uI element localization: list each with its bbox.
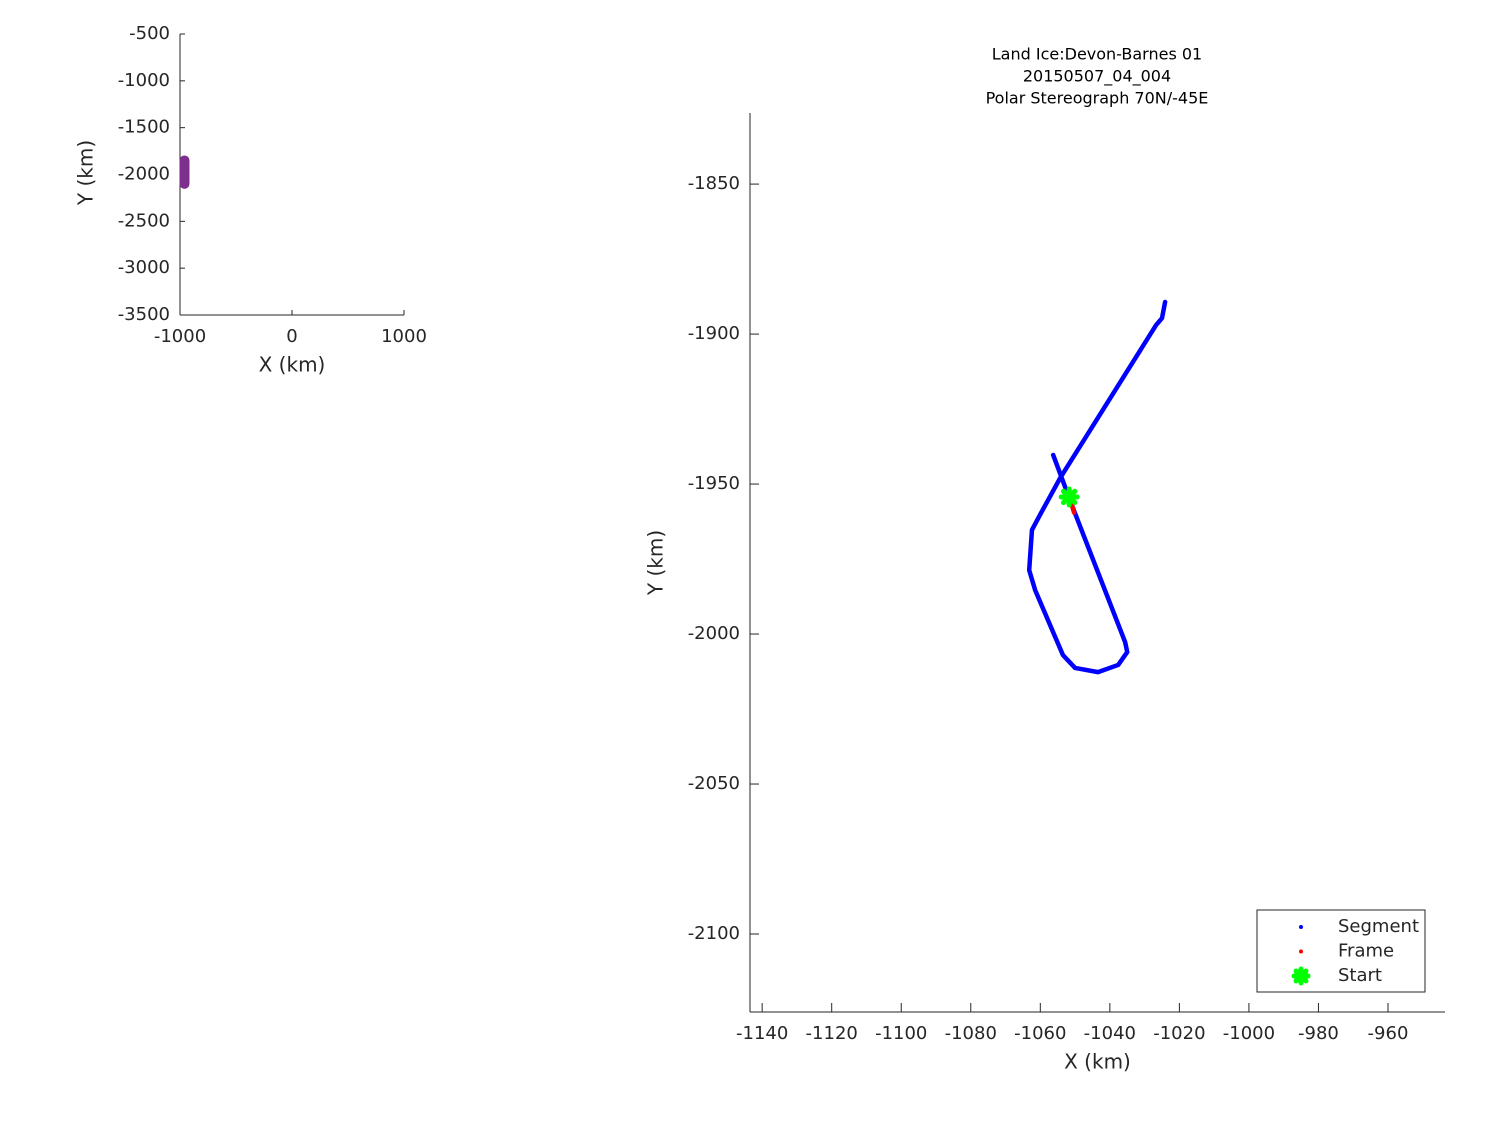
x-tick-label: -1000 xyxy=(1223,1023,1275,1044)
legend-box xyxy=(1256,909,1426,993)
y-tick-label: -2000 xyxy=(118,164,170,185)
x-tick-label: 0 xyxy=(286,326,297,347)
y-axis-label: Y (km) xyxy=(74,140,98,206)
x-tick-label: 1000 xyxy=(381,326,427,347)
x-tick-label: -1080 xyxy=(945,1023,997,1044)
legend-label: Frame xyxy=(1338,941,1394,962)
marker-stroke xyxy=(1293,968,1309,984)
y-tick-label: -2100 xyxy=(688,923,740,944)
y-tick-label: -1950 xyxy=(688,473,740,494)
x-tick-label: -1120 xyxy=(806,1023,858,1044)
x-tick-label: -980 xyxy=(1298,1023,1339,1044)
x-axis-label: X (km) xyxy=(259,353,326,377)
y-tick-label: -3000 xyxy=(118,257,170,278)
x-axis-label: X (km) xyxy=(1064,1050,1131,1074)
chart-title: 20150507_04_004 xyxy=(1023,67,1171,87)
x-tick-label: -1100 xyxy=(875,1023,927,1044)
x-tick-label: -960 xyxy=(1368,1023,1409,1044)
legend-marker xyxy=(1299,949,1303,954)
y-tick-label: -500 xyxy=(129,23,170,44)
x-tick-label: -1000 xyxy=(154,326,206,347)
y-tick-label: -1500 xyxy=(118,117,170,138)
y-tick-label: -2050 xyxy=(688,773,740,794)
x-tick-label: -1020 xyxy=(1153,1023,1205,1044)
x-tick-label: -1060 xyxy=(1014,1023,1066,1044)
track-segment xyxy=(1026,299,1168,675)
x-tick-label: -1140 xyxy=(736,1023,788,1044)
y-tick-label: -1000 xyxy=(118,70,170,91)
legend-label: Start xyxy=(1338,965,1382,986)
marker-stroke xyxy=(1061,488,1078,506)
legend-marker xyxy=(1299,925,1303,929)
legend-marker xyxy=(1291,966,1311,986)
chart-title: Polar Stereograph 70N/-45E xyxy=(986,89,1209,108)
x-tick-label: -1040 xyxy=(1084,1023,1136,1044)
legend-label: Segment xyxy=(1338,916,1419,937)
y-tick-label: -2500 xyxy=(118,210,170,231)
chart-title: Land Ice:Devon-Barnes 01 xyxy=(992,45,1202,64)
start-marker xyxy=(1058,486,1080,508)
y-tick-label: -2000 xyxy=(688,623,740,644)
y-tick-label: -1850 xyxy=(688,173,740,194)
y-tick-label: -1900 xyxy=(688,323,740,344)
y-tick-label: -3500 xyxy=(118,304,170,325)
y-axis-label: Y (km) xyxy=(644,530,668,596)
